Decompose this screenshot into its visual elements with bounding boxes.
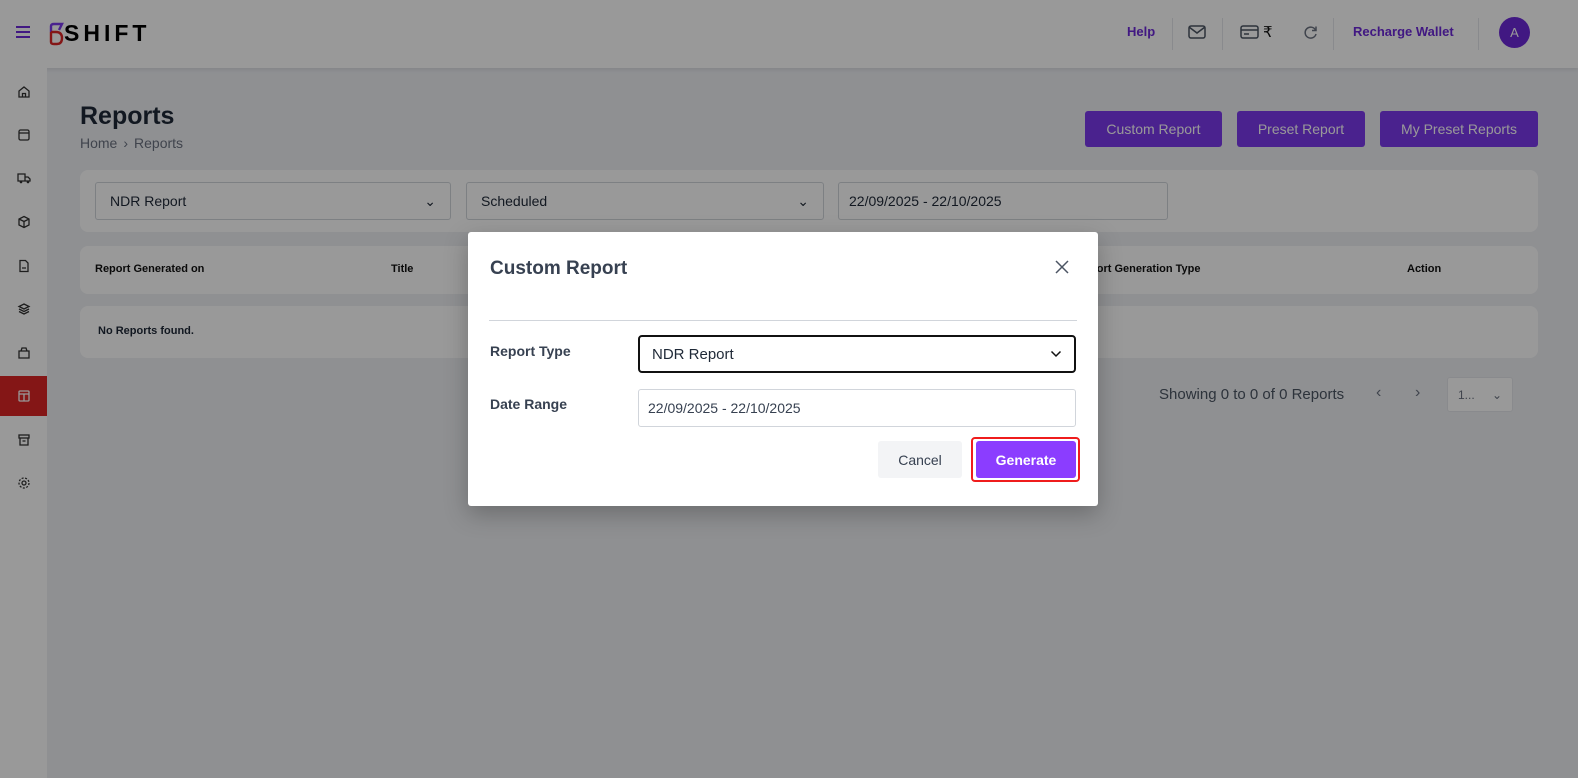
page-title: Reports xyxy=(80,102,175,130)
sidebar-item-orders[interactable] xyxy=(0,115,47,155)
divider xyxy=(1172,18,1173,50)
logo-mark-icon xyxy=(49,22,64,45)
divider xyxy=(489,320,1077,321)
column-report-generated-on: Report Generated on xyxy=(95,263,205,275)
cancel-button[interactable]: Cancel xyxy=(878,441,962,478)
column-title: Title xyxy=(391,263,414,275)
bag-icon xyxy=(17,347,30,359)
breadcrumb: Home › Reports xyxy=(80,135,183,151)
chevron-down-icon: ⌄ xyxy=(424,192,436,209)
column-action: Action xyxy=(1407,263,1442,275)
refresh-icon[interactable] xyxy=(1303,25,1318,40)
page-size-value: 1... xyxy=(1458,387,1475,402)
brand-logo[interactable]: SHIFT xyxy=(48,20,150,47)
recharge-wallet-link[interactable]: Recharge Wallet xyxy=(1353,24,1454,39)
sidebar-item-settings[interactable] xyxy=(0,463,47,503)
sidebar-item-bag[interactable] xyxy=(0,333,47,373)
report-type-filter[interactable]: NDR Report ⌄ xyxy=(95,182,451,220)
status-value: Scheduled xyxy=(481,193,548,209)
pagination-summary: Showing 0 to 0 of 0 Reports xyxy=(1159,386,1345,403)
menu-icon[interactable] xyxy=(16,26,30,38)
sidebar-item-shipments[interactable] xyxy=(0,158,47,198)
divider xyxy=(1478,18,1479,50)
settings-icon xyxy=(17,477,30,489)
status-filter[interactable]: Scheduled ⌄ xyxy=(466,182,824,220)
archive-icon xyxy=(17,434,30,446)
report-type-label: Report Type xyxy=(490,343,571,359)
breadcrumb-reports: Reports xyxy=(134,135,184,151)
close-icon[interactable] xyxy=(1055,260,1069,274)
chevron-right-icon: › xyxy=(123,135,129,151)
sidebar-item-documents[interactable] xyxy=(0,246,47,286)
chevron-down-icon: ⌄ xyxy=(797,192,809,209)
currency-symbol: ₹ xyxy=(1263,24,1273,41)
help-link[interactable]: Help xyxy=(1127,24,1156,39)
report-type-select-value: NDR Report xyxy=(652,345,734,363)
filter-bar: NDR Report ⌄ Scheduled ⌄ 22/09/2025 - 22/1… xyxy=(80,170,1538,232)
sidebar xyxy=(0,68,47,778)
layers-icon xyxy=(17,303,30,315)
package-icon xyxy=(17,215,30,229)
generate-button[interactable]: Generate xyxy=(976,441,1076,478)
prev-page-icon[interactable]: ‹ xyxy=(1376,384,1382,401)
date-range-label: Date Range xyxy=(490,396,568,412)
brand-name: SHIFT xyxy=(64,20,151,46)
orders-icon xyxy=(17,129,30,141)
sidebar-item-products[interactable] xyxy=(0,202,47,242)
divider xyxy=(1222,18,1223,50)
wallet-balance-redacted xyxy=(1273,22,1301,42)
sidebar-item-archive[interactable] xyxy=(0,420,47,460)
wallet-card-icon xyxy=(1240,25,1259,39)
reports-icon xyxy=(17,390,30,402)
page-size-select[interactable]: 1... ⌄ xyxy=(1447,377,1513,412)
divider xyxy=(1333,18,1334,50)
column-generation-type: Report Generation Type xyxy=(1076,263,1201,275)
chevron-down-icon: ⌄ xyxy=(1491,387,1502,402)
sidebar-item-reports[interactable] xyxy=(0,376,47,416)
breadcrumb-home[interactable]: Home xyxy=(80,135,118,151)
sidebar-item-inventory[interactable] xyxy=(0,289,47,329)
empty-message: No Reports found. xyxy=(98,325,194,337)
report-type-value: NDR Report xyxy=(110,193,187,209)
mail-icon[interactable] xyxy=(1188,25,1206,39)
document-icon xyxy=(18,259,29,273)
custom-report-modal: Custom Report Report Type NDR Report Dat… xyxy=(468,232,1098,506)
custom-report-button[interactable]: Custom Report xyxy=(1085,111,1222,147)
home-icon xyxy=(17,86,30,98)
next-page-icon[interactable]: › xyxy=(1415,384,1421,401)
date-range-input[interactable]: 22/09/2025 - 22/10/2025 xyxy=(638,389,1076,427)
date-range-value: 22/09/2025 - 22/10/2025 xyxy=(849,193,1002,209)
my-preset-reports-button[interactable]: My Preset Reports xyxy=(1380,111,1538,147)
report-type-select[interactable]: NDR Report xyxy=(638,335,1076,373)
top-header: SHIFT Help ₹ Recharge Wallet A xyxy=(0,0,1578,68)
chevron-down-icon xyxy=(1050,350,1062,358)
preset-report-button[interactable]: Preset Report xyxy=(1237,111,1365,147)
date-range-filter[interactable]: 22/09/2025 - 22/10/2025 xyxy=(838,182,1168,220)
highlight-outline xyxy=(971,437,1080,482)
avatar[interactable]: A xyxy=(1499,17,1530,48)
sidebar-item-home[interactable] xyxy=(0,72,47,112)
truck-icon xyxy=(16,173,31,184)
modal-title: Custom Report xyxy=(490,258,628,279)
